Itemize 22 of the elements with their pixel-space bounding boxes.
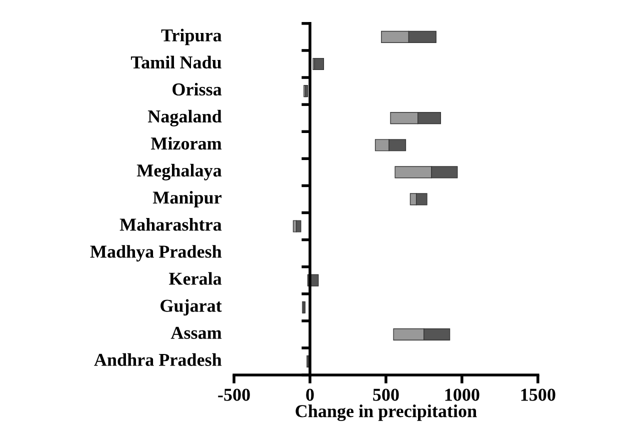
- y-tick-label: Tamil Nadu: [130, 56, 222, 69]
- bar: [296, 220, 302, 232]
- y-tick-label: Kerala: [169, 272, 222, 285]
- y-tick-label: Meghalaya: [136, 164, 222, 180]
- y-tick-label: Orissa: [172, 82, 222, 96]
- y-tick-label: Andhra Pradesh: [94, 353, 222, 366]
- y-tick-label: Maharashtra: [120, 218, 222, 231]
- y-tick-label: Tripura: [161, 28, 222, 46]
- y-tick-label: Manipur: [152, 191, 222, 208]
- x-tick-label: 500: [373, 388, 399, 401]
- bar: [305, 85, 308, 98]
- y-tick-label: Mizoram: [150, 136, 222, 150]
- y-tick-label: Madhya Pradesh: [90, 245, 222, 262]
- x-tick-label: -500: [218, 388, 250, 401]
- bar: [314, 58, 324, 70]
- x-tick-label: 1500: [521, 388, 556, 401]
- x-tick-label: 0: [306, 388, 314, 401]
- y-tick-label: Nagaland: [148, 110, 222, 126]
- x-axis-title: Change in precipitation: [296, 404, 477, 422]
- x-tick-label: 1000: [445, 388, 480, 401]
- y-tick-label: Gujarat: [160, 299, 222, 316]
- y-tick-label: Assam: [170, 326, 222, 339]
